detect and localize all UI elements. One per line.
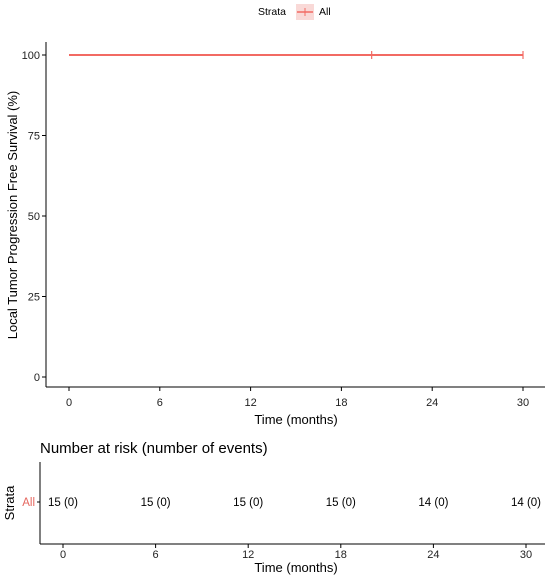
risk-cell: 15 (0) bbox=[233, 497, 263, 509]
y-ticks: 0 25 50 75 100 bbox=[22, 50, 46, 384]
risk-cell: 14 (0) bbox=[511, 497, 541, 509]
series-layer bbox=[69, 51, 524, 59]
risk-x-tick-label: 18 bbox=[335, 549, 347, 561]
risk-cells: 15 (0) 15 (0) 15 (0) 15 (0) 14 (0) 14 (0) bbox=[48, 497, 541, 509]
main-plot: 0 25 50 75 100 0 6 12 18 24 30 Local Tumor Progre… bbox=[5, 42, 545, 427]
risk-x-tick-label: 12 bbox=[242, 549, 254, 561]
risk-x-tick-label: 0 bbox=[60, 549, 66, 561]
y-tick-label: 75 bbox=[28, 131, 40, 143]
risk-cell: 15 (0) bbox=[326, 497, 356, 509]
risk-x-axis-title: Time (months) bbox=[254, 560, 337, 575]
risk-x-tick-label: 6 bbox=[153, 549, 159, 561]
risk-table: Number at risk (number of events) All St… bbox=[2, 440, 545, 575]
risk-x-ticks: 0 6 12 18 24 30 bbox=[60, 544, 532, 561]
x-ticks: 0 6 12 18 24 30 bbox=[66, 387, 529, 409]
risk-x-tick-label: 24 bbox=[427, 549, 439, 561]
x-tick-label: 12 bbox=[244, 397, 256, 409]
risk-cell: 14 (0) bbox=[418, 497, 448, 509]
legend: Strata All bbox=[258, 4, 331, 20]
y-axis-title: Local Tumor Progression Free Survival (%… bbox=[5, 91, 20, 340]
x-tick-label: 0 bbox=[66, 397, 72, 409]
x-tick-label: 6 bbox=[157, 397, 163, 409]
risk-cell: 15 (0) bbox=[48, 497, 78, 509]
legend-title: Strata bbox=[258, 6, 286, 18]
risk-x-tick-label: 30 bbox=[520, 549, 532, 561]
risk-table-title: Number at risk (number of events) bbox=[40, 440, 268, 457]
legend-entry-all: All bbox=[319, 6, 331, 18]
risk-cell: 15 (0) bbox=[141, 497, 171, 509]
risk-strata-label: All bbox=[22, 497, 35, 509]
x-tick-label: 30 bbox=[517, 397, 529, 409]
risk-y-axis-title: Strata bbox=[2, 485, 17, 520]
x-axis-title: Time (months) bbox=[254, 412, 337, 427]
x-tick-label: 18 bbox=[335, 397, 347, 409]
y-tick-label: 100 bbox=[22, 50, 40, 62]
y-tick-label: 50 bbox=[28, 211, 40, 223]
y-tick-label: 25 bbox=[28, 292, 40, 304]
x-tick-label: 24 bbox=[426, 397, 438, 409]
y-tick-label: 0 bbox=[34, 372, 40, 384]
